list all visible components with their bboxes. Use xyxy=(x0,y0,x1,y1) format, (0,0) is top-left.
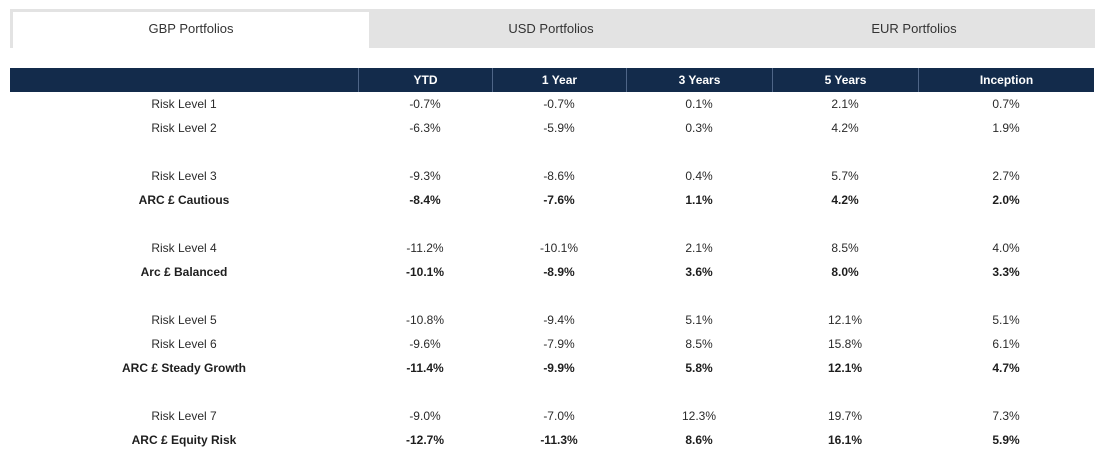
cell-inception: 3.3% xyxy=(992,265,1020,279)
table-row: Risk Level 2 -6.3% -5.9% 0.3% 4.2% 1.9% xyxy=(10,116,1094,140)
cell-5-years: 12.1% xyxy=(827,313,863,327)
row-name-cell: Risk Level 7 xyxy=(151,409,217,423)
tab-gbp-portfolios[interactable]: GBP Portfolios xyxy=(13,12,369,48)
cell-1-year: -9.4% xyxy=(543,313,575,327)
cell-ytd: -9.0% xyxy=(409,409,441,423)
cell-ytd: -0.7% xyxy=(409,97,441,111)
row-name-cell: ARC £ Cautious xyxy=(138,193,230,207)
header-cell-name xyxy=(10,68,358,92)
table-row: Arc £ Balanced -10.1% -8.9% 3.6% 8.0% 3.3% xyxy=(10,260,1094,284)
cell-5-years: 4.2% xyxy=(831,121,859,135)
row-name-cell: Risk Level 2 xyxy=(151,121,217,135)
cell-1-year: -8.6% xyxy=(543,169,575,183)
table-row: ARC £ Equity Risk -12.7% -11.3% 8.6% 16.1% 5.… xyxy=(10,428,1094,452)
row-name-cell: Risk Level 5 xyxy=(151,313,217,327)
cell-5-years: 16.1% xyxy=(827,433,863,447)
cell-3-years: 2.1% xyxy=(685,241,713,255)
cell-3-years: 5.1% xyxy=(685,313,713,327)
table-row: Risk Level 6 -9.6% -7.9% 8.5% 15.8% 6.1% xyxy=(10,332,1094,356)
cell-5-years: 19.7% xyxy=(827,409,863,423)
cell-1-year: -5.9% xyxy=(543,121,575,135)
cell-5-years: 2.1% xyxy=(831,97,859,111)
table-row: Risk Level 5 -10.8% -9.4% 5.1% 12.1% 5.1% xyxy=(10,308,1094,332)
row-name-cell: Risk Level 1 xyxy=(151,97,217,111)
cell-ytd: -10.8% xyxy=(405,313,445,327)
cell-5-years: 8.5% xyxy=(831,241,859,255)
row-name-cell: ARC £ Steady Growth xyxy=(121,361,247,375)
table-row: Risk Level 1 -0.7% -0.7% 0.1% 2.1% 0.7% xyxy=(10,92,1094,116)
cell-3-years: 3.6% xyxy=(685,265,713,279)
cell-5-years: 4.2% xyxy=(831,193,859,207)
table-row: Risk Level 4 -11.2% -10.1% 2.1% 8.5% 4.0% xyxy=(10,236,1094,260)
cell-ytd: -12.7% xyxy=(405,433,445,447)
table-row: ARC £ Cautious -8.4% -7.6% 1.1% 4.2% 2.0% xyxy=(10,188,1094,212)
cell-ytd: -6.3% xyxy=(409,121,441,135)
cell-1-year: -0.7% xyxy=(543,97,575,111)
header-cell-1-year: 1 Year xyxy=(492,68,626,92)
row-name-cell: Risk Level 4 xyxy=(151,241,217,255)
cell-inception: 1.9% xyxy=(992,121,1020,135)
tab-usd-portfolios[interactable]: USD Portfolios xyxy=(508,21,594,36)
cell-5-years: 12.1% xyxy=(827,361,863,375)
cell-ytd: -11.4% xyxy=(406,361,444,375)
tab-eur-portfolios[interactable]: EUR Portfolios xyxy=(871,21,957,36)
cell-5-years: 5.7% xyxy=(831,169,859,183)
cell-inception: 2.7% xyxy=(992,169,1020,183)
cell-5-years: 8.0% xyxy=(831,265,859,279)
cell-inception: 2.0% xyxy=(992,193,1020,207)
performance-table: YTD 1 Year 3 Years 5 Years Inception Ris… xyxy=(10,68,1094,452)
cell-1-year: -9.9% xyxy=(543,361,575,375)
table-header: YTD 1 Year 3 Years 5 Years Inception xyxy=(10,68,1094,92)
portfolio-tabs: GBP Portfolios USD Portfolios EUR Portfo… xyxy=(10,9,1095,48)
cell-1-year: -7.9% xyxy=(543,337,575,351)
cell-inception: 5.9% xyxy=(992,433,1020,447)
cell-3-years: 8.6% xyxy=(685,433,713,447)
cell-ytd: -11.2% xyxy=(406,241,444,255)
cell-ytd: -9.6% xyxy=(409,337,441,351)
cell-1-year: -7.6% xyxy=(543,193,575,207)
row-name-cell: Risk Level 3 xyxy=(151,169,217,183)
cell-5-years: 15.8% xyxy=(827,337,863,351)
cell-ytd: -9.3% xyxy=(409,169,441,183)
header-cell-5-years: 5 Years xyxy=(772,68,918,92)
table-body: Risk Level 1 -0.7% -0.7% 0.1% 2.1% 0.7% Risk L… xyxy=(10,92,1094,452)
cell-1-year: -11.3% xyxy=(540,433,578,447)
cell-1-year: -7.0% xyxy=(543,409,575,423)
cell-inception: 4.7% xyxy=(992,361,1020,375)
row-name-cell: Risk Level 6 xyxy=(151,337,217,351)
cell-ytd: -8.4% xyxy=(409,193,441,207)
row-name-cell: ARC £ Equity Risk xyxy=(131,433,237,447)
cell-inception: 7.3% xyxy=(992,409,1020,423)
cell-1-year: -8.9% xyxy=(543,265,575,279)
table-row: Risk Level 3 -9.3% -8.6% 0.4% 5.7% 2.7% xyxy=(10,164,1094,188)
header-cell-3-years: 3 Years xyxy=(626,68,772,92)
header-cell-inception: Inception xyxy=(918,68,1094,92)
cell-ytd: -10.1% xyxy=(405,265,445,279)
cell-3-years: 0.4% xyxy=(685,169,713,183)
cell-inception: 6.1% xyxy=(992,337,1020,351)
cell-inception: 0.7% xyxy=(992,97,1020,111)
cell-3-years: 12.3% xyxy=(681,409,717,423)
cell-inception: 5.1% xyxy=(992,313,1020,327)
cell-1-year: -10.1% xyxy=(539,241,579,255)
header-cell-ytd: YTD xyxy=(358,68,492,92)
cell-3-years: 8.5% xyxy=(685,337,713,351)
cell-3-years: 0.1% xyxy=(685,97,713,111)
cell-3-years: 1.1% xyxy=(685,193,713,207)
cell-3-years: 5.8% xyxy=(685,361,713,375)
cell-inception: 4.0% xyxy=(992,241,1020,255)
table-row: ARC £ Steady Growth -11.4% -9.9% 5.8% 12.1% 4… xyxy=(10,356,1094,380)
row-name-cell: Arc £ Balanced xyxy=(140,265,228,279)
table-row: Risk Level 7 -9.0% -7.0% 12.3% 19.7% 7.3% xyxy=(10,404,1094,428)
cell-3-years: 0.3% xyxy=(685,121,713,135)
